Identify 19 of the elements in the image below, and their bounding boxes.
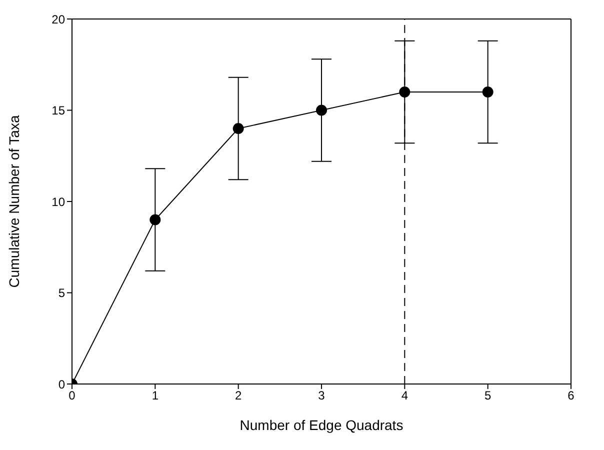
- y-tick-label: 5: [58, 286, 66, 300]
- y-tick-label: 15: [52, 104, 66, 118]
- x-axis-title: Number of Edge Quadrats: [240, 417, 404, 433]
- y-axis-title: Cumulative Number of Taxa: [6, 115, 22, 288]
- x-tick-label: 4: [401, 388, 408, 403]
- point: [232, 123, 244, 134]
- x-tick-label: 3: [318, 388, 326, 403]
- x-tick-label: 0: [68, 388, 76, 403]
- y-tick-label: 0: [58, 377, 66, 392]
- point: [399, 86, 410, 98]
- point: [482, 86, 494, 98]
- y-tick-label: 20: [52, 12, 66, 26]
- x-tick-label: 1: [152, 388, 159, 403]
- point: [316, 104, 327, 116]
- point: [150, 214, 161, 226]
- x-tick-label: 2: [234, 388, 242, 403]
- x-tick-label: 5: [484, 388, 492, 403]
- y-tick-label: 10: [52, 194, 66, 209]
- x-tick-label: 6: [568, 388, 575, 403]
